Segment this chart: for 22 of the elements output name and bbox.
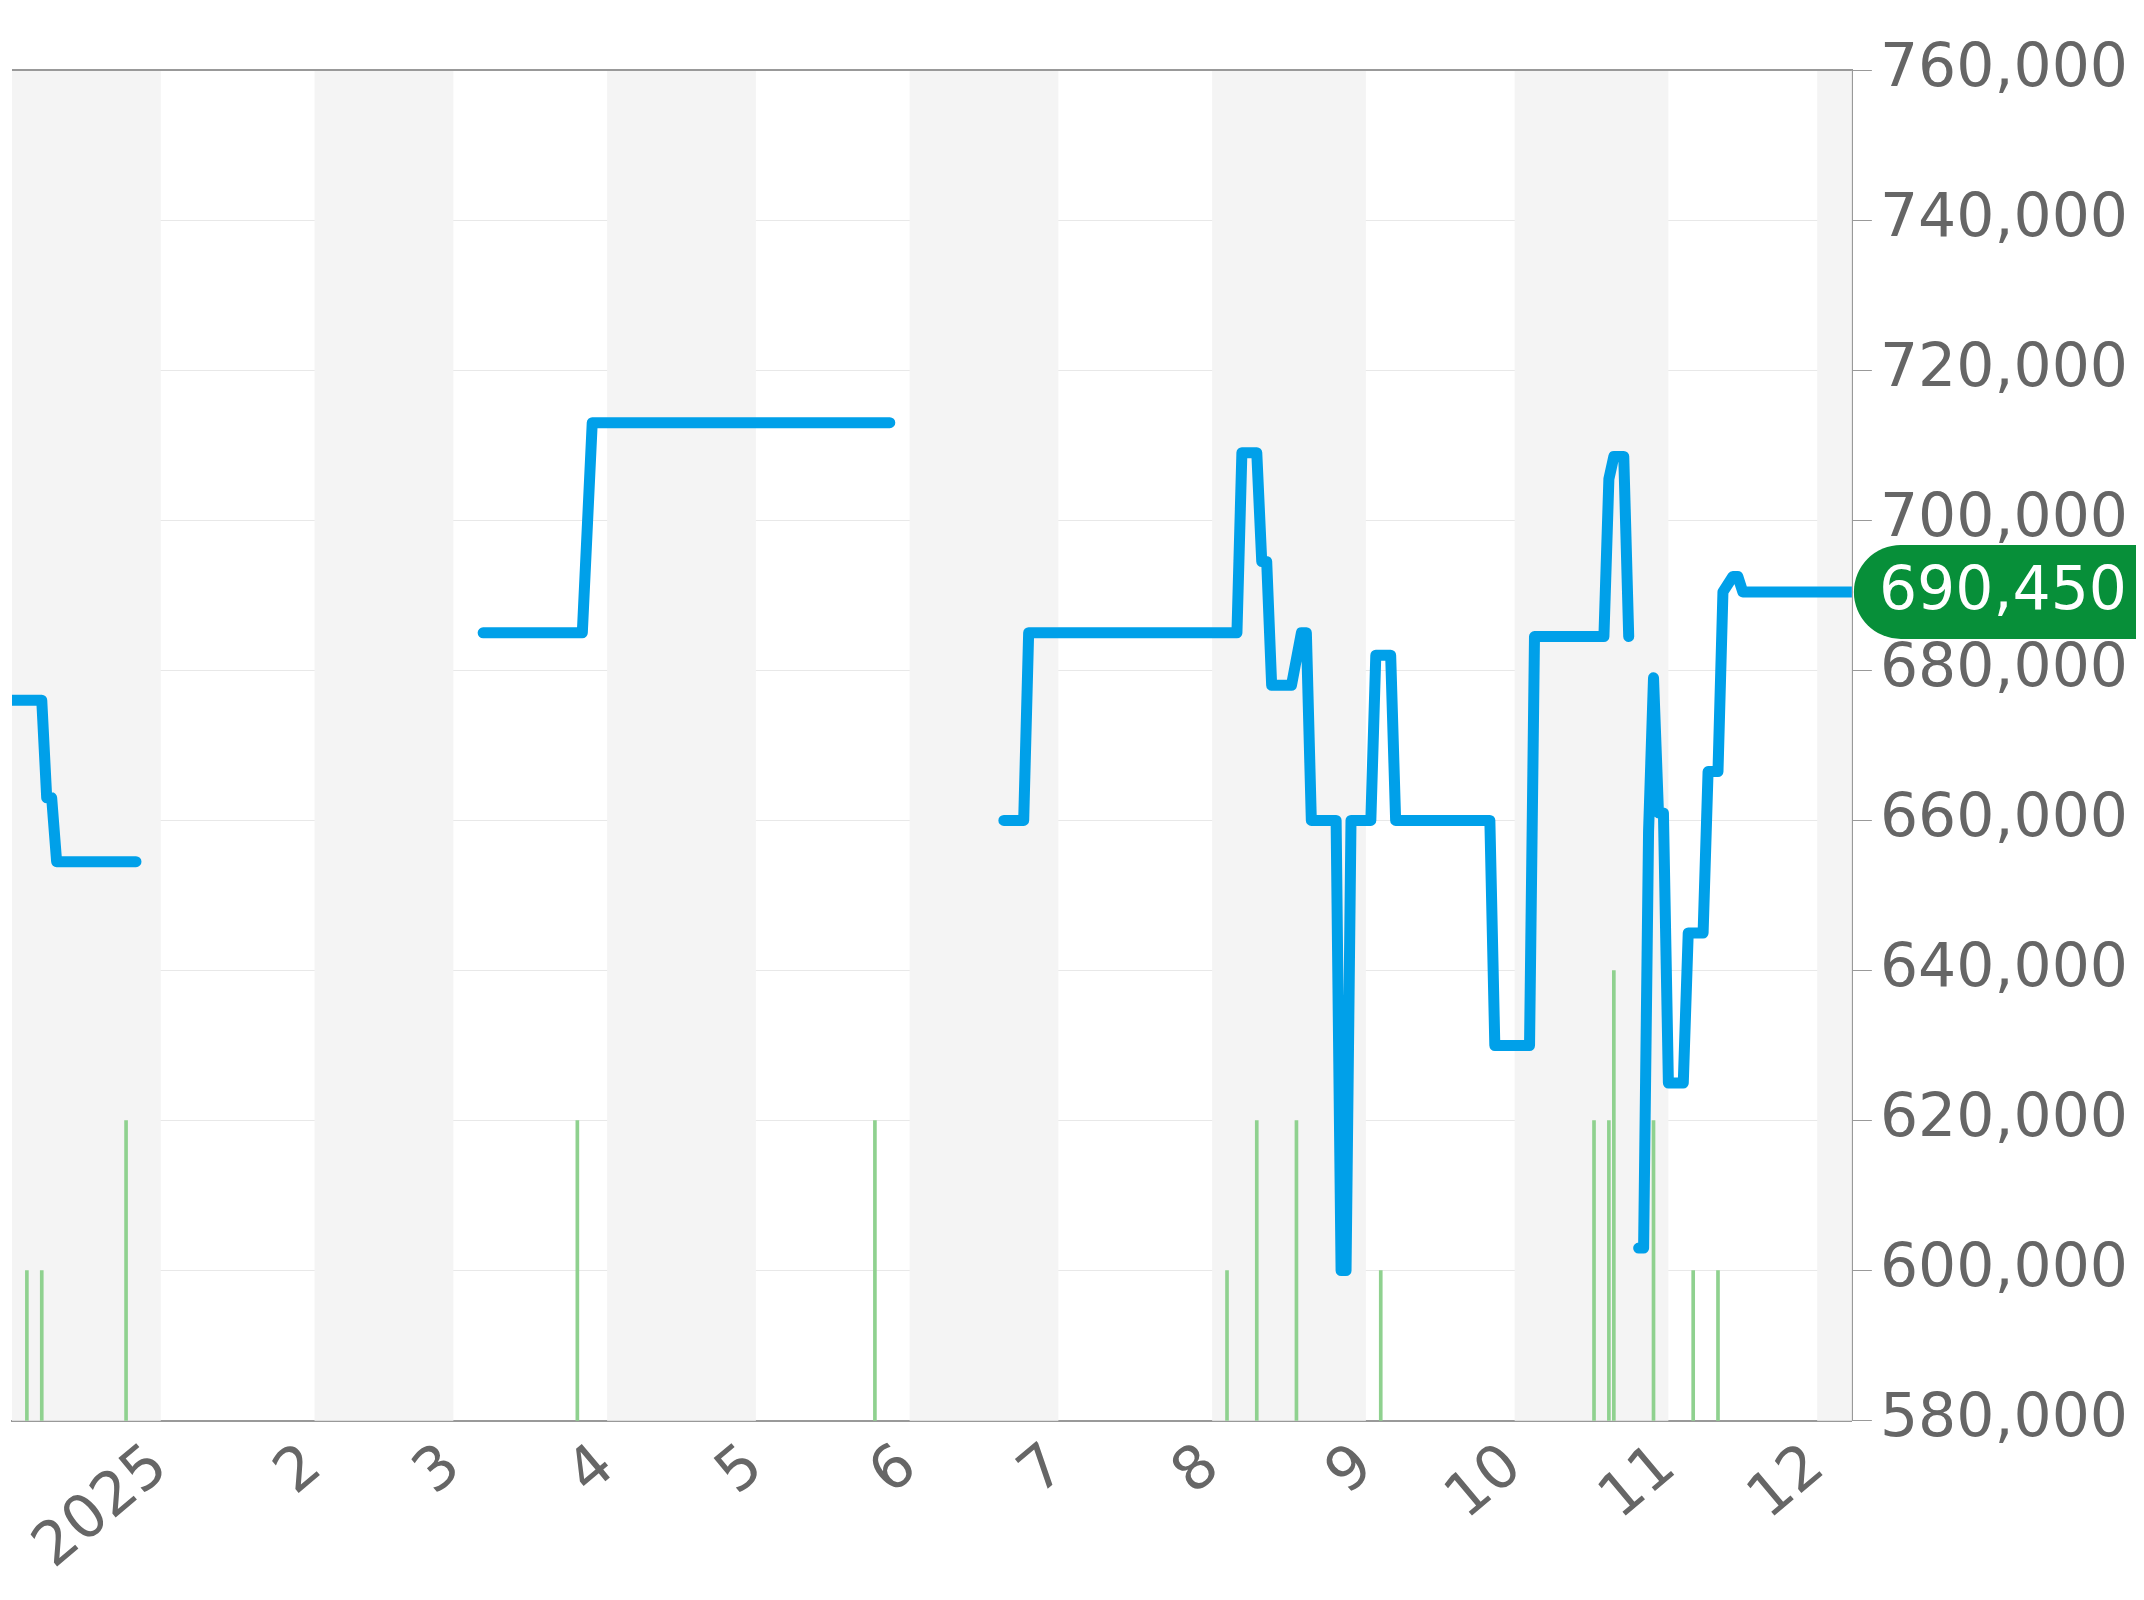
y-tick-label: 740,000 <box>1879 179 2129 250</box>
y-tick-label: 720,000 <box>1879 329 2129 400</box>
x-tick-label: 4 <box>551 1428 627 1507</box>
x-tick-label: 10 <box>1430 1428 1534 1531</box>
x-tick-label: 7 <box>1003 1428 1078 1507</box>
x-tick-label: 9 <box>1310 1428 1385 1507</box>
y-tick-label: 600,000 <box>1879 1230 2129 1301</box>
y-tick-label: 660,000 <box>1879 779 2129 850</box>
y-tick-label: 760,000 <box>1879 29 2129 100</box>
x-tick-label: 12 <box>1732 1428 1837 1531</box>
x-tick-label: 11 <box>1583 1428 1688 1531</box>
y-tick-label: 680,000 <box>1879 629 2129 700</box>
x-tick-label: 8 <box>1156 1428 1232 1507</box>
y-tick-label: 640,000 <box>1879 930 2129 1001</box>
y-tick-label: 620,000 <box>1879 1080 2129 1151</box>
x-tick-label: 2 <box>259 1428 334 1507</box>
x-tick-label: 3 <box>398 1428 473 1507</box>
y-tick-label: 700,000 <box>1879 479 2129 550</box>
x-tick-label: 5 <box>700 1428 775 1507</box>
y-tick-label: 580,000 <box>1879 1380 2129 1451</box>
text: 690,450 <box>1878 553 2128 624</box>
x-tick-label: 6 <box>854 1428 929 1507</box>
